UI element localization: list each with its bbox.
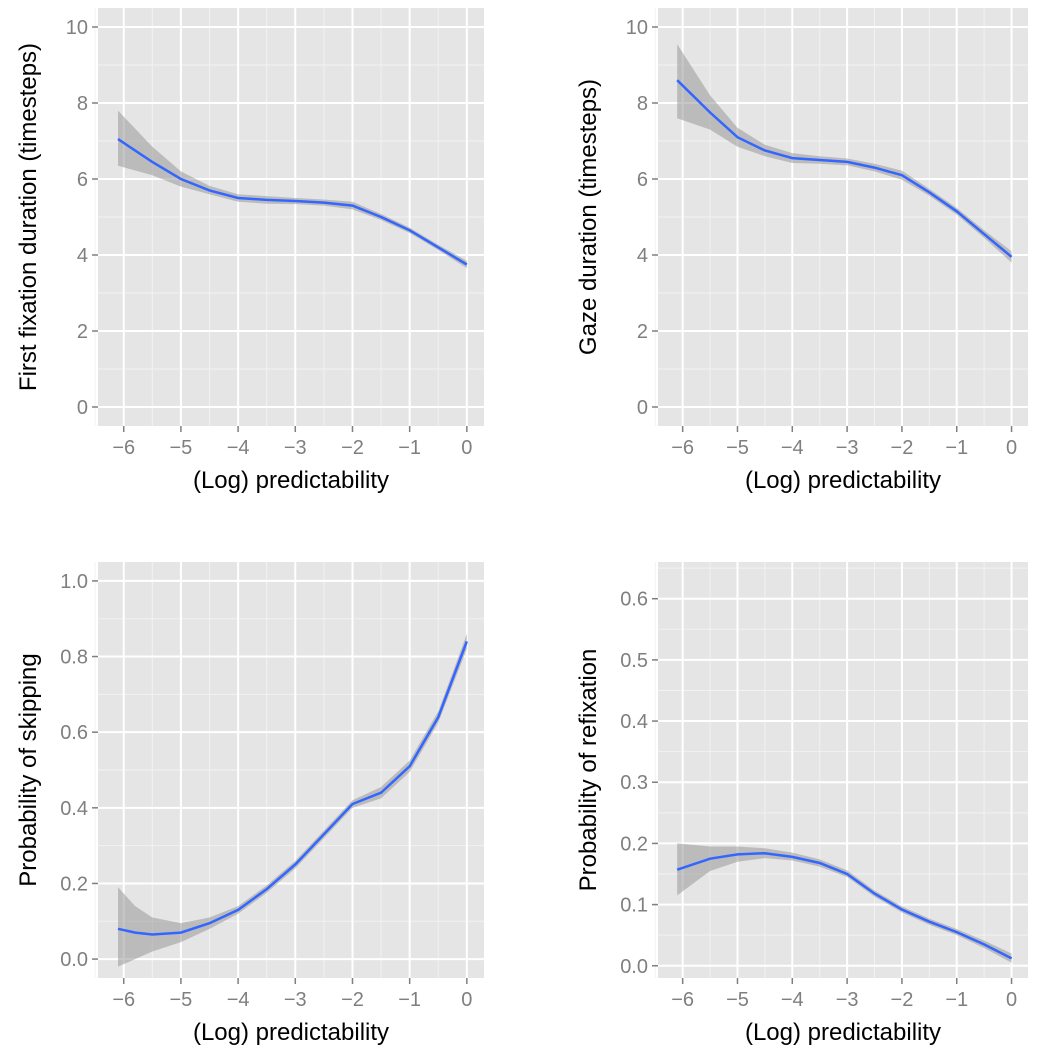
y-tick-label: 4	[77, 245, 88, 267]
x-tick-label: 0	[1006, 437, 1017, 459]
x-tick-label: −3	[836, 437, 859, 459]
x-tick-label: −1	[398, 989, 421, 1011]
x-axis: −6 −5 −4 −3 −2 −1 0	[671, 978, 1017, 1011]
x-tick-label: −6	[671, 437, 694, 459]
y-axis: 0 2 4 6 8 10	[66, 17, 98, 419]
x-axis-title: (Log) predictability	[193, 467, 389, 494]
y-tick-label: 1.0	[60, 571, 88, 593]
x-axis-title: (Log) predictability	[745, 467, 941, 494]
y-tick-label: 0.6	[620, 589, 648, 611]
y-tick-label: 2	[637, 321, 648, 343]
x-tick-label: −3	[284, 989, 307, 1011]
x-tick-label: −4	[227, 437, 250, 459]
smooth-line	[676, 851, 1013, 960]
y-tick-label: 0.4	[60, 798, 88, 820]
y-tick-label: 0.2	[620, 833, 648, 855]
y-tick-label: 0.0	[60, 949, 88, 971]
chart-panel-2: −6 −5 −4 −3 −2 −1 0 0 2 4 6 8 10 (Log) predictability…	[575, 8, 1028, 494]
y-axis: 0.0 0.2 0.4 0.6 0.8 1.0	[60, 571, 98, 971]
x-axis-title: (Log) predictability	[193, 1019, 389, 1046]
y-tick-label: 8	[637, 93, 648, 115]
y-tick-label: 0.2	[60, 873, 88, 895]
y-axis-title: Gaze duration (timesteps)	[575, 79, 602, 355]
y-tick-label: 0.4	[620, 711, 648, 733]
confidence-ribbon	[677, 843, 1012, 963]
major-gridlines	[658, 562, 1028, 978]
x-tick-label: −1	[945, 437, 968, 459]
major-gridlines	[658, 8, 1028, 426]
y-tick-label: 6	[637, 169, 648, 191]
smooth-line	[117, 138, 468, 266]
y-tick-label: 2	[77, 321, 88, 343]
minor-gridlines	[654, 8, 1028, 426]
x-tick-label: −3	[836, 989, 859, 1011]
x-tick-label: −6	[112, 437, 135, 459]
minor-gridlines	[94, 8, 484, 426]
y-tick-label: 0.6	[60, 722, 88, 744]
major-gridlines	[98, 8, 484, 426]
x-tick-label: −2	[891, 437, 914, 459]
x-tick-label: 0	[1006, 989, 1017, 1011]
y-tick-label: 0.1	[620, 895, 648, 917]
x-tick-label: −1	[945, 989, 968, 1011]
y-axis: 0.0 0.1 0.2 0.3 0.4 0.5 0.6	[620, 589, 658, 978]
x-tick-label: −2	[341, 437, 364, 459]
y-axis-title: Probability of skipping	[15, 653, 42, 886]
y-tick-label: 0.3	[620, 772, 648, 794]
x-tick-label: −6	[671, 989, 694, 1011]
y-axis: 0 2 4 6 8 10	[626, 17, 658, 419]
x-axis: −6 −5 −4 −3 −2 −1 0	[671, 426, 1017, 459]
y-tick-label: 10	[626, 17, 648, 39]
y-tick-label: 0	[637, 397, 648, 419]
x-tick-label: −5	[726, 437, 749, 459]
x-tick-label: 0	[461, 989, 472, 1011]
x-tick-label: −4	[781, 437, 804, 459]
smooth-line	[676, 79, 1013, 258]
y-tick-label: 0	[77, 397, 88, 419]
chart-panel-1: −6 −5 −4 −3 −2 −1 0 0 2 4 6 8 10 (Log) predictability…	[15, 8, 484, 494]
x-tick-label: −6	[112, 989, 135, 1011]
y-tick-label: 6	[77, 169, 88, 191]
y-tick-label: 8	[77, 93, 88, 115]
x-tick-label: −5	[726, 989, 749, 1011]
y-axis-title: Probability of refixation	[575, 649, 602, 892]
y-tick-label: 10	[66, 17, 88, 39]
x-tick-label: −2	[891, 989, 914, 1011]
x-tick-label: 0	[461, 437, 472, 459]
x-axis: −6 −5 −4 −3 −2 −1 0	[112, 978, 472, 1011]
x-tick-label: −5	[170, 437, 193, 459]
y-axis-title: First fixation duration (timesteps)	[15, 43, 42, 391]
x-tick-label: −2	[341, 989, 364, 1011]
minor-gridlines	[94, 562, 484, 978]
y-tick-label: 0.5	[620, 650, 648, 672]
smooth-line	[117, 640, 468, 936]
x-axis-title: (Log) predictability	[745, 1019, 941, 1046]
x-tick-label: −4	[781, 989, 804, 1011]
chart-panel-4: −6 −5 −4 −3 −2 −1 0 0.0 0.1 0.2 0.3 0.4 0.5 0.6 (Log) …	[575, 562, 1028, 1046]
y-tick-label: 0.8	[60, 647, 88, 669]
y-tick-label: 4	[637, 245, 648, 267]
y-tick-label: 0.0	[620, 956, 648, 978]
chart-panel-3: −6 −5 −4 −3 −2 −1 0 0.0 0.2 0.4 0.6 0.8 1.0 (Log) pre…	[15, 562, 484, 1046]
x-tick-label: −3	[284, 437, 307, 459]
x-tick-label: −4	[227, 989, 250, 1011]
plot-background	[658, 562, 1028, 978]
x-tick-label: −5	[170, 989, 193, 1011]
x-tick-label: −1	[398, 437, 421, 459]
x-axis: −6 −5 −4 −3 −2 −1 0	[112, 426, 472, 459]
